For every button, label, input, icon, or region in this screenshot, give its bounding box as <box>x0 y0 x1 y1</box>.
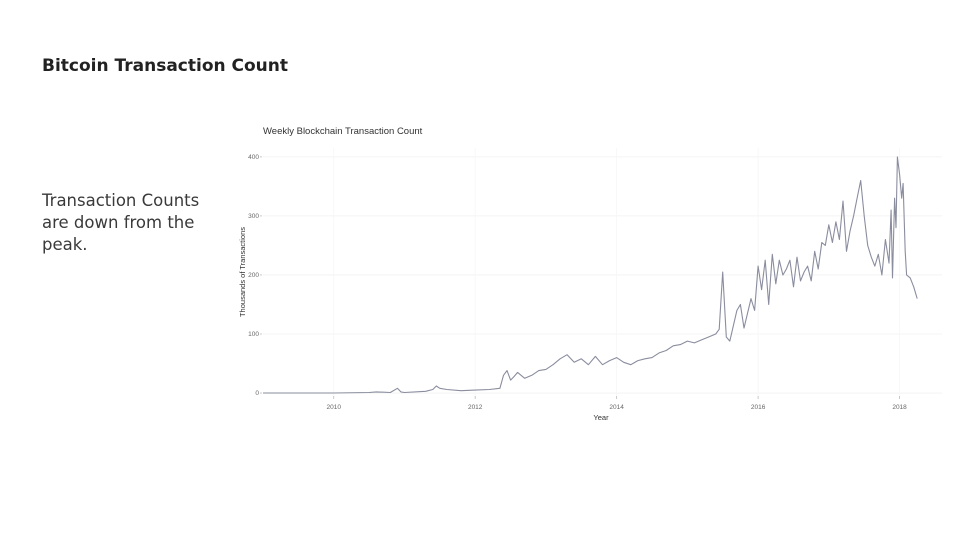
chart-title: Weekly Blockchain Transaction Count <box>263 126 423 137</box>
y-tick-label: 300 <box>248 213 259 220</box>
y-axis-label: Thousands of Transactions <box>238 227 247 317</box>
y-tick-label: 100 <box>248 331 259 338</box>
x-tick-label: 2012 <box>468 404 483 411</box>
chart: Weekly Blockchain Transaction Count 0 100… <box>230 110 950 430</box>
slide-body-text: Transaction Counts are down from the pea… <box>42 191 200 254</box>
x-axis-ticks: 2010 2012 2014 2016 2018 <box>326 396 907 411</box>
gridlines <box>263 148 942 396</box>
slide-title: Bitcoin Transaction Count <box>42 56 289 76</box>
y-tick-label: 0 <box>255 390 259 397</box>
x-tick-label: 2010 <box>326 404 341 411</box>
y-axis-ticks: 0 100 200 300 400 <box>248 154 262 397</box>
series-layer <box>263 156 918 394</box>
x-tick-label: 2014 <box>609 404 624 411</box>
chart-svg: Weekly Blockchain Transaction Count 0 100… <box>238 126 942 422</box>
x-tick-label: 2018 <box>892 404 907 411</box>
series-line <box>263 156 918 394</box>
x-axis-label: Year <box>593 413 609 422</box>
y-tick-label: 200 <box>248 272 259 279</box>
x-tick-label: 2016 <box>751 404 766 411</box>
y-tick-label: 400 <box>248 154 259 161</box>
